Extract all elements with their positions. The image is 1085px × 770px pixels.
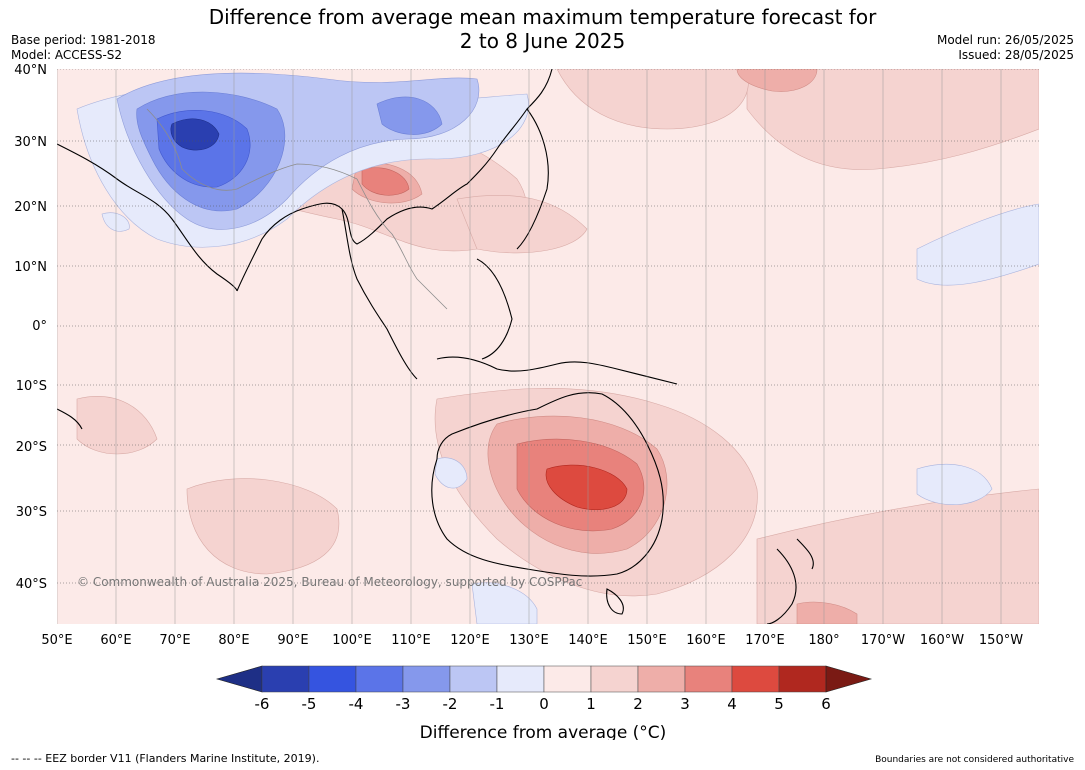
lon-label-150w: 150°W (979, 633, 1023, 648)
issued-date: Issued: 28/05/2025 (958, 48, 1074, 62)
lat-label-30n: 30°N (14, 135, 47, 150)
colorbar-swatches (215, 665, 873, 693)
base-period: Base period: 1981-2018 (11, 33, 156, 47)
latitude-labels: 40°N 30°N 20°N 10°N 0° 10°S 20°S 30°S 40… (14, 63, 47, 592)
lon-label-170e: 170°E (745, 633, 785, 648)
lon-label-180: 180° (808, 633, 839, 648)
colorbar-swatch (637, 665, 686, 693)
lat-label-10n: 10°N (14, 260, 47, 275)
colorbar-ticks: -6 -5 -4 -3 -2 -1 0 1 2 3 4 5 6 (255, 695, 831, 713)
lon-label-70e: 70°E (159, 633, 190, 648)
lat-label-40s: 40°S (16, 577, 47, 592)
colorbar-swatch (496, 665, 545, 693)
lon-label-90e: 90°E (277, 633, 308, 648)
lat-label-10s: 10°S (16, 379, 47, 394)
colorbar-tick-label: -5 (302, 695, 317, 713)
country-boundaries (146, 108, 448, 310)
colorbar-tick-label: 6 (821, 695, 831, 713)
colorbar-extend-high (825, 665, 873, 693)
eez-legend: -- -- -- EEZ border V11 (Flanders Marine… (11, 752, 320, 765)
colorbar: -6 -5 -4 -3 -2 -1 0 1 2 3 4 5 6 Difference from aver… (215, 665, 873, 740)
colorbar-swatch (684, 665, 733, 693)
colorbar-tick-label: -4 (349, 695, 364, 713)
map-title-line1: Difference from average mean maximum tem… (208, 5, 877, 29)
colorbar-tick-label: 2 (633, 695, 643, 713)
colorbar-swatch (355, 665, 404, 693)
colorbar-swatch (543, 665, 592, 693)
colorbar-tick-label: -1 (490, 695, 505, 713)
longitude-gridlines (57, 69, 1002, 624)
colorbar-tick-label: 5 (774, 695, 784, 713)
colorbar-tick-label: -2 (443, 695, 458, 713)
colorbar-swatch (402, 665, 451, 693)
colorbar-extend-low (215, 665, 263, 693)
colorbar-swatch (261, 665, 310, 693)
copyright-notice: © Commonwealth of Australia 2025, Bureau… (77, 575, 582, 589)
lat-label-20n: 20°N (14, 200, 47, 215)
colorbar-swatch (731, 665, 780, 693)
lon-label-80e: 80°E (218, 633, 249, 648)
colorbar-label: Difference from average (°C) (420, 723, 667, 740)
lat-label-20s: 20°S (16, 440, 47, 455)
boundary-disclaimer: Boundaries are not considered authoritat… (875, 755, 1074, 765)
lat-label-40n: 40°N (14, 63, 47, 78)
colorbar-tick-label: 0 (539, 695, 549, 713)
forecast-map-svg: © Commonwealth of Australia 2025, Bureau… (57, 69, 1039, 624)
colorbar-tick-label: 3 (680, 695, 690, 713)
forecast-map: © Commonwealth of Australia 2025, Bureau… (57, 69, 1039, 624)
coastlines (57, 69, 814, 624)
colorbar-swatch (449, 665, 498, 693)
lon-label-150e: 150°E (627, 633, 667, 648)
colorbar-swatch (590, 665, 639, 693)
lat-label-0: 0° (32, 319, 47, 334)
lon-label-160w: 160°W (920, 633, 964, 648)
lon-label-140e: 140°E (568, 633, 608, 648)
lon-label-110e: 110°E (391, 633, 431, 648)
colorbar-swatch (308, 665, 357, 693)
colorbar-tick-label: -6 (255, 695, 270, 713)
model-name: Model: ACCESS-S2 (11, 48, 123, 62)
colorbar-tick-label: 4 (727, 695, 737, 713)
lon-label-160e: 160°E (686, 633, 726, 648)
lat-label-30s: 30°S (16, 505, 47, 520)
lon-label-100e: 100°E (332, 633, 372, 648)
colorbar-swatch (778, 665, 827, 693)
anomaly-minus4-to-minus5-areas (170, 118, 220, 151)
lon-label-60e: 60°E (100, 633, 131, 648)
anomaly-4-to-5-areas (545, 464, 628, 510)
colorbar-tick-label: 1 (586, 695, 596, 713)
lon-label-130e: 130°E (509, 633, 549, 648)
colorbar-tick-label: -3 (396, 695, 411, 713)
map-title-line2: 2 to 8 June 2025 (459, 29, 626, 53)
model-run: Model run: 26/05/2025 (936, 33, 1074, 47)
longitude-labels: 50°E 60°E 70°E 80°E 90°E 100°E 110°E 120… (41, 633, 1023, 648)
lon-label-170w: 170°W (861, 633, 905, 648)
lon-label-50e: 50°E (41, 633, 72, 648)
lon-label-120e: 120°E (450, 633, 490, 648)
